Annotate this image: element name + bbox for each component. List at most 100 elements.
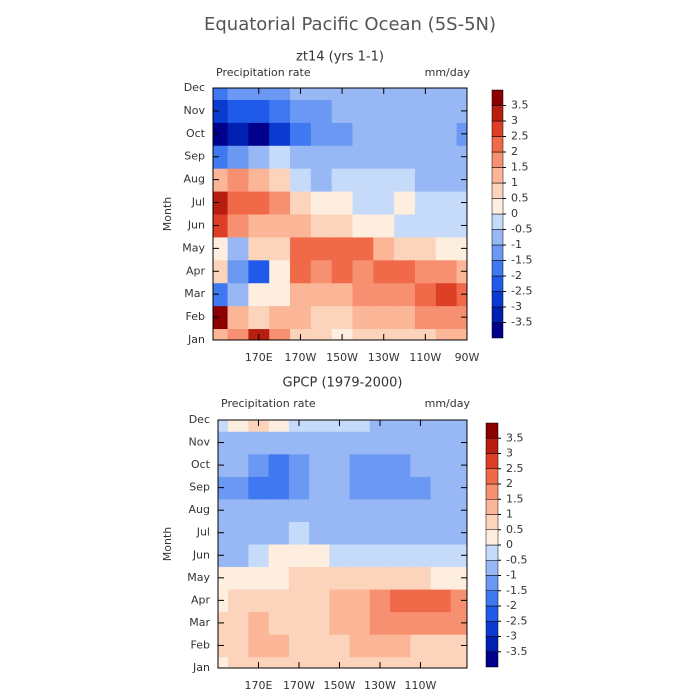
colorbar-box bbox=[485, 560, 499, 576]
cell bbox=[390, 453, 411, 477]
cell bbox=[410, 453, 432, 477]
cell bbox=[248, 145, 270, 169]
cell bbox=[410, 544, 432, 568]
y-tick-label: Dec bbox=[189, 413, 210, 426]
cell bbox=[331, 145, 353, 169]
colorbar-label: -1 bbox=[506, 569, 517, 582]
cell bbox=[352, 282, 374, 307]
y-axis-label: Month bbox=[161, 197, 174, 232]
x-tick-label: 90W bbox=[455, 351, 480, 364]
cell bbox=[369, 544, 391, 568]
cell bbox=[228, 521, 249, 545]
cell bbox=[228, 476, 249, 500]
colorbar-label: 2.5 bbox=[506, 462, 524, 475]
cell bbox=[410, 589, 432, 613]
cell bbox=[410, 521, 432, 545]
cell bbox=[373, 145, 395, 169]
colorbar-label: 2.5 bbox=[511, 130, 529, 143]
cell bbox=[331, 305, 353, 330]
colorbar-box bbox=[491, 151, 504, 168]
colorbar-label: 1 bbox=[506, 508, 513, 521]
cell bbox=[410, 634, 432, 658]
x-tick-label: 170W bbox=[283, 679, 315, 692]
cell bbox=[268, 656, 290, 668]
cell bbox=[248, 282, 270, 307]
cell bbox=[290, 282, 312, 307]
cell bbox=[390, 656, 411, 668]
cell bbox=[290, 305, 312, 330]
cell bbox=[227, 168, 249, 192]
colorbar-box bbox=[491, 182, 504, 199]
cell bbox=[373, 214, 395, 238]
cell bbox=[450, 634, 467, 658]
cell bbox=[290, 168, 312, 192]
colorbar-box bbox=[485, 575, 499, 591]
cell bbox=[456, 88, 467, 100]
cell bbox=[373, 305, 395, 330]
cell bbox=[430, 566, 452, 590]
colorbar-label: -3.5 bbox=[506, 645, 527, 658]
cell bbox=[213, 99, 229, 123]
cell bbox=[430, 420, 452, 432]
cell bbox=[329, 453, 351, 477]
colorbar-label: 3.5 bbox=[511, 99, 529, 112]
cell bbox=[288, 566, 310, 590]
cell bbox=[269, 122, 291, 146]
colorbar-label: -1 bbox=[511, 238, 522, 251]
cell bbox=[435, 305, 458, 330]
cell bbox=[414, 305, 437, 330]
colorbar-box bbox=[485, 453, 499, 469]
colorbar-label: -2.5 bbox=[506, 614, 527, 627]
cell bbox=[435, 236, 458, 261]
y-axis-label: Month bbox=[161, 527, 174, 562]
field bbox=[213, 88, 467, 340]
cell bbox=[349, 566, 371, 590]
cell bbox=[310, 214, 333, 238]
colorbar-label: -3 bbox=[511, 300, 522, 313]
subtitle: zt14 (yrs 1-1) bbox=[296, 50, 384, 65]
subtitle: GPCP (1979-2000) bbox=[283, 376, 403, 391]
cell bbox=[248, 99, 270, 123]
colorbar-label: 1.5 bbox=[506, 492, 524, 505]
cell bbox=[352, 88, 374, 100]
cell bbox=[248, 566, 270, 590]
y-tick-label: Dec bbox=[184, 81, 205, 94]
cell bbox=[352, 236, 374, 261]
cell bbox=[290, 214, 312, 238]
cell bbox=[373, 236, 395, 261]
cell bbox=[227, 305, 249, 330]
cell bbox=[410, 498, 432, 522]
cell bbox=[450, 611, 467, 635]
cell bbox=[414, 122, 437, 146]
cell bbox=[228, 634, 249, 658]
colorbar-box bbox=[491, 322, 504, 339]
cell bbox=[310, 145, 333, 169]
cell bbox=[228, 498, 249, 522]
y-tick-label: Mar bbox=[189, 616, 210, 629]
left-label: Precipitation rate bbox=[221, 397, 316, 410]
y-tick-label: Jan bbox=[187, 333, 205, 346]
cell bbox=[430, 453, 452, 477]
cell bbox=[352, 122, 374, 146]
cell bbox=[394, 214, 416, 238]
cell bbox=[430, 656, 452, 668]
cell bbox=[430, 634, 452, 658]
cell bbox=[213, 191, 229, 215]
cell bbox=[218, 656, 229, 668]
figure-title: Equatorial Pacific Ocean (5S-5N) bbox=[204, 14, 496, 35]
cell bbox=[414, 145, 437, 169]
cell bbox=[430, 589, 452, 613]
y-tick-label: Jun bbox=[187, 218, 205, 231]
cell bbox=[248, 589, 270, 613]
colorbar-box bbox=[491, 120, 504, 137]
cell bbox=[349, 476, 371, 500]
cell bbox=[310, 259, 333, 284]
x-tick-label: 110W bbox=[409, 351, 441, 364]
cell bbox=[227, 191, 249, 215]
cell bbox=[248, 431, 270, 455]
colorbar-label: -3 bbox=[506, 630, 517, 643]
cell bbox=[450, 476, 467, 500]
cell bbox=[329, 431, 351, 455]
cell bbox=[430, 498, 452, 522]
